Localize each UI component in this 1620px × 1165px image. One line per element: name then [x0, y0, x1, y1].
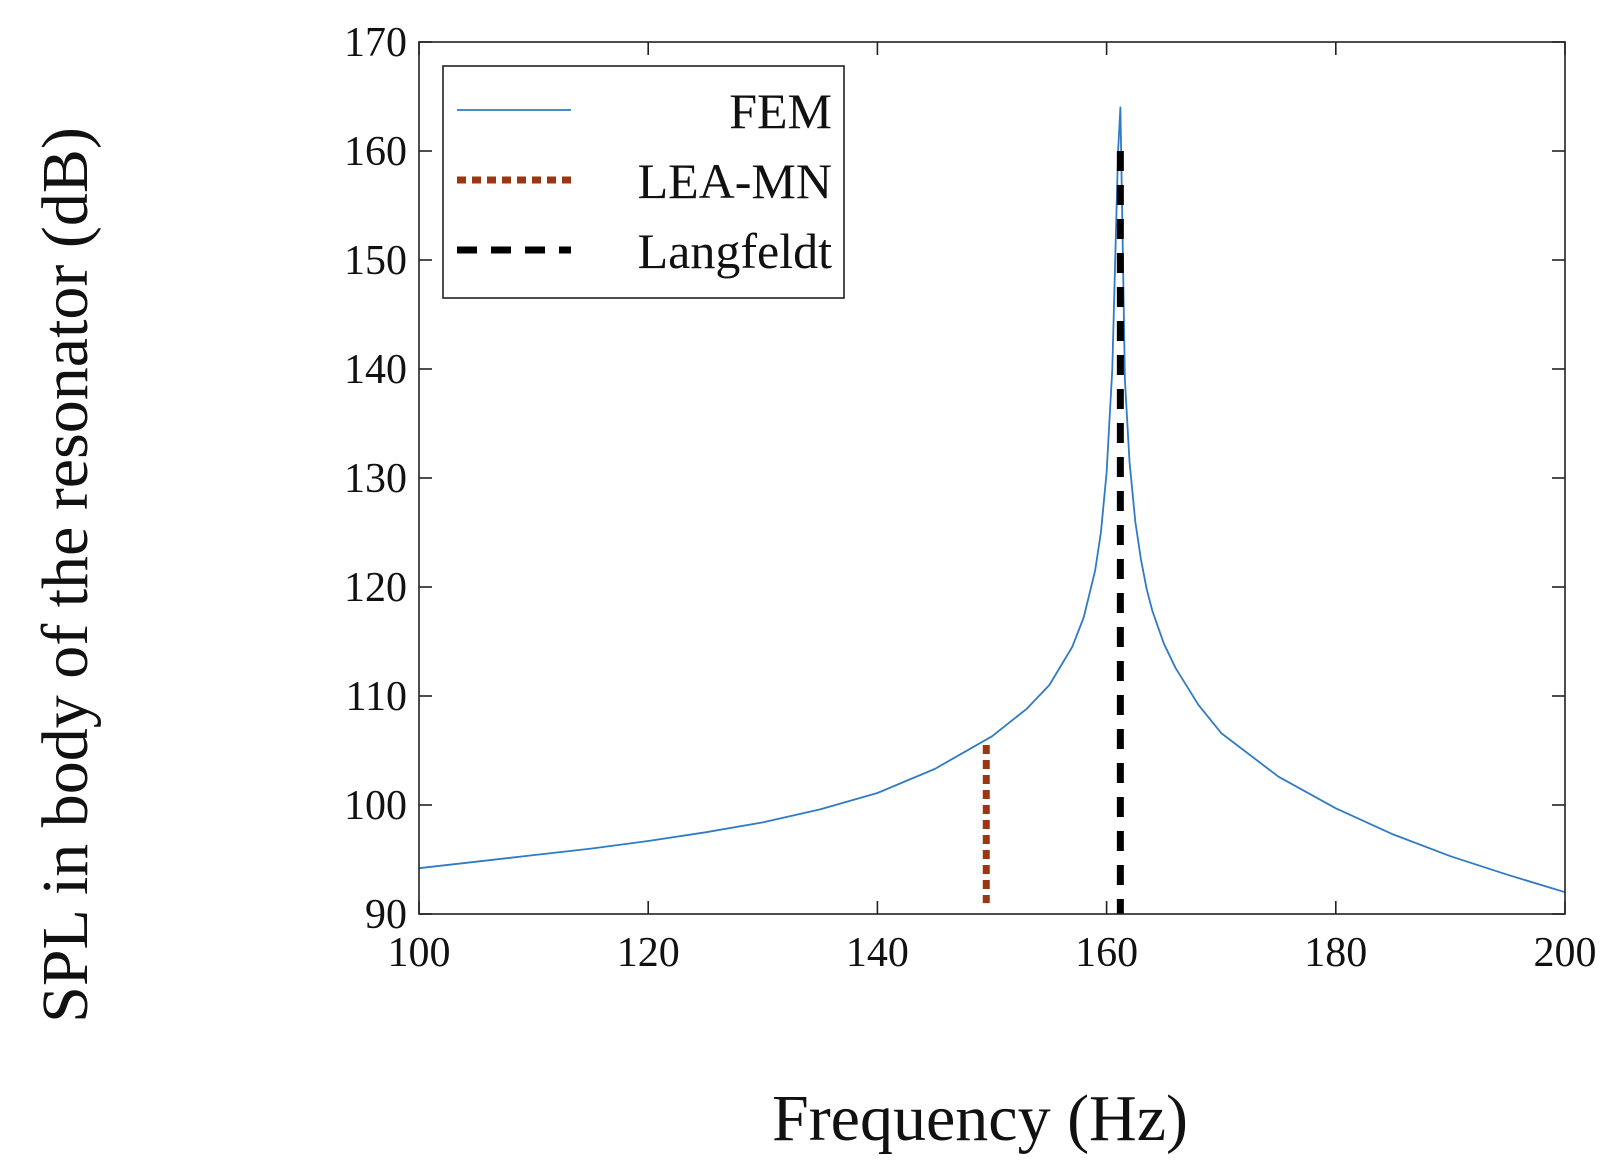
- y-tick-label: 90: [365, 892, 407, 938]
- y-tick-label: 140: [344, 347, 407, 393]
- y-tick-label: 100: [344, 783, 407, 829]
- axis-labels: Frequency (Hz) SPL in body of the resona…: [29, 127, 1188, 1155]
- legend-label-fem: FEM: [729, 83, 832, 139]
- plot-area: [418, 106, 1566, 914]
- y-tick-label: 110: [346, 674, 407, 720]
- y-tick-label: 120: [344, 565, 407, 611]
- x-tick-label: 100: [388, 930, 451, 976]
- series-fem-line: [418, 106, 1566, 894]
- x-tick-label: 140: [846, 930, 909, 976]
- x-tick-label: 120: [617, 930, 680, 976]
- x-axis-label: Frequency (Hz): [772, 1082, 1188, 1155]
- legend: FEM LEA-MN Langfeldt: [442, 65, 845, 299]
- x-tick-label: 200: [1534, 930, 1597, 976]
- y-tick-label: 150: [344, 238, 407, 284]
- x-tick-label: 160: [1075, 930, 1138, 976]
- axes: 100 120 140 160 180 2009010011012013014015016…: [344, 20, 1597, 976]
- legend-label-langfeldt: Langfeldt: [638, 223, 832, 279]
- legend-label-lea-mn: LEA-MN: [638, 153, 832, 209]
- y-axis-label: SPL in body of the resonator (dB): [29, 127, 102, 1023]
- x-tick-label: 180: [1304, 930, 1367, 976]
- y-tick-label: 160: [344, 129, 407, 175]
- y-tick-label: 130: [344, 456, 407, 502]
- y-tick-label: 170: [344, 20, 407, 66]
